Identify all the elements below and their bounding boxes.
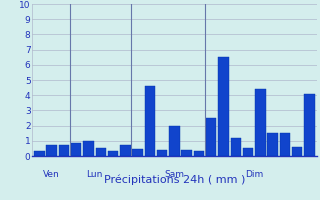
- Bar: [194, 151, 204, 156]
- Bar: [255, 89, 266, 156]
- Bar: [108, 151, 118, 156]
- Bar: [83, 141, 94, 156]
- Text: Dim: Dim: [245, 170, 263, 179]
- Text: Lun: Lun: [86, 170, 103, 179]
- Bar: [268, 133, 278, 156]
- Bar: [46, 145, 57, 156]
- Bar: [59, 145, 69, 156]
- Bar: [292, 147, 302, 156]
- Bar: [157, 150, 167, 156]
- Bar: [218, 57, 229, 156]
- Bar: [231, 138, 241, 156]
- Bar: [145, 86, 155, 156]
- Bar: [181, 150, 192, 156]
- Bar: [304, 94, 315, 156]
- Bar: [96, 148, 106, 156]
- Bar: [206, 118, 216, 156]
- Text: Précipitations 24h ( mm ): Précipitations 24h ( mm ): [104, 174, 245, 185]
- Bar: [169, 126, 180, 156]
- Bar: [120, 145, 131, 156]
- Bar: [243, 148, 253, 156]
- Text: Sam: Sam: [164, 170, 184, 179]
- Bar: [132, 149, 143, 156]
- Bar: [34, 151, 44, 156]
- Bar: [280, 133, 290, 156]
- Bar: [71, 143, 81, 156]
- Text: Ven: Ven: [43, 170, 60, 179]
